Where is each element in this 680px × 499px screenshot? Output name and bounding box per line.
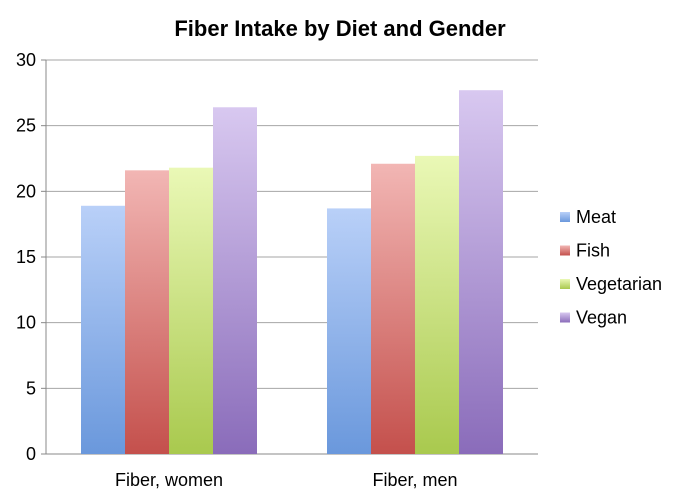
legend-swatch bbox=[560, 245, 570, 256]
y-tick-label: 0 bbox=[26, 444, 36, 464]
legend-label: Fish bbox=[576, 241, 610, 261]
y-tick-label: 15 bbox=[16, 247, 36, 267]
x-category-label: Fiber, men bbox=[372, 470, 457, 490]
y-tick-label: 10 bbox=[16, 313, 36, 333]
x-axis-categories: Fiber, women Fiber, men bbox=[115, 470, 458, 490]
bar-fish-women bbox=[125, 170, 169, 454]
bar-vegetarian-women bbox=[169, 167, 213, 454]
y-tick-label: 5 bbox=[26, 378, 36, 398]
legend-swatch bbox=[560, 279, 570, 289]
legend: Meat Fish Vegetarian Vegan bbox=[560, 207, 662, 328]
bars bbox=[81, 90, 503, 454]
x-category-label: Fiber, women bbox=[115, 470, 223, 490]
chart-title: Fiber Intake by Diet and Gender bbox=[174, 16, 506, 41]
y-tick-label: 20 bbox=[16, 181, 36, 201]
bar-meat-men bbox=[327, 208, 371, 454]
legend-label: Vegetarian bbox=[576, 274, 662, 294]
legend-label: Vegan bbox=[576, 308, 627, 328]
y-tick-label: 25 bbox=[16, 116, 36, 136]
legend-swatch bbox=[560, 212, 570, 222]
bar-vegetarian-men bbox=[415, 155, 459, 454]
legend-swatch bbox=[560, 312, 570, 323]
legend-label: Meat bbox=[576, 207, 616, 227]
y-axis-ticks: 0 5 10 15 20 25 30 bbox=[16, 50, 36, 464]
bar-vegan-women bbox=[213, 107, 257, 454]
y-tick-label: 30 bbox=[16, 50, 36, 70]
bar-meat-women bbox=[81, 205, 125, 454]
bar-vegan-men bbox=[459, 90, 503, 454]
bar-fish-men bbox=[371, 163, 415, 454]
